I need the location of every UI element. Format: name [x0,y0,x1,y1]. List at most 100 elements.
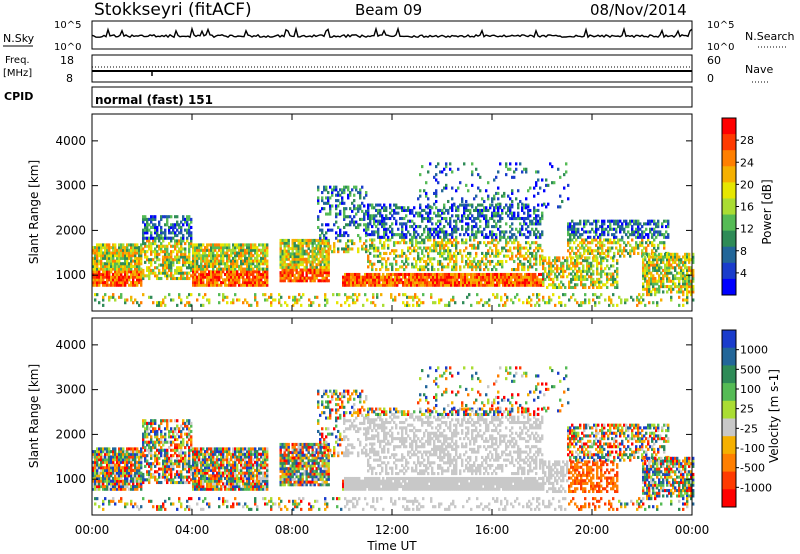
power-cell [128,256,131,260]
power-cell [281,257,284,261]
power-cell [311,241,314,245]
power-cell [325,260,328,264]
power-cell [541,211,544,215]
power-cell [578,269,581,273]
power-cell [660,285,663,289]
power-cell [356,298,359,302]
power-cell [140,267,143,271]
power-cell [439,222,442,226]
power-cell [483,216,486,221]
power-cell [516,293,519,297]
power-cell [126,264,129,268]
velocity-cell [96,487,99,491]
power-cell [522,275,525,279]
power-cell [499,162,502,166]
power-cell [130,295,133,299]
power-cell [301,255,304,259]
power-cell [148,242,151,246]
power-cell [373,246,376,250]
power-cell [449,233,452,237]
power-cell [178,255,181,259]
power-cell [451,203,454,207]
power-cell [431,227,434,231]
power-cell [266,264,269,268]
power-cell [144,252,147,256]
power-cell [305,241,308,245]
power-cell [350,283,353,287]
power-cell [495,206,498,210]
power-cell [335,204,338,208]
power-cell [471,259,474,264]
power-cell [142,268,145,272]
velocity-cell [106,487,109,491]
power-cell [266,254,269,258]
power-cell [319,252,322,256]
power-cell [475,216,478,221]
power-cell [665,219,668,223]
power-cell [350,295,353,299]
power-cell [168,236,171,240]
power-cell [156,274,159,278]
power-cell [403,222,406,226]
power-cell [208,248,211,252]
power-cell [323,263,326,267]
power-cell [537,249,540,253]
power-cell [627,251,630,255]
power-cell [437,268,440,272]
power-cell [617,225,620,229]
power-cell [122,251,125,255]
power-cell [220,259,223,263]
power-cell [680,268,683,272]
power-cell [612,277,615,281]
power-cell [240,262,243,266]
power-cell [497,259,500,264]
power-cell [566,267,569,271]
power-cell [138,248,141,252]
power-cell [599,235,602,239]
power-cell [527,249,530,253]
power-cell [627,225,630,229]
power-cell [530,275,533,279]
power-cell [451,197,454,201]
power-cell [451,208,454,213]
power-cell [230,270,233,274]
velocity-cell [92,487,95,491]
velocity-cell [110,485,113,489]
power-cell [497,251,500,255]
power-cell [692,285,695,289]
power-cell [579,241,582,245]
power-cell [100,272,103,277]
power-cell [623,241,626,245]
power-cell [192,272,195,277]
power-cell [381,243,384,247]
power-cell [232,281,235,285]
power-cell [577,254,580,258]
power-cell [638,293,641,297]
power-cell [136,281,139,285]
power-cell [182,274,185,278]
colorbar-tick-label: 8 [740,245,747,258]
power-cell [478,278,481,282]
power-cell [375,225,378,229]
power-cell [383,203,386,207]
power-cell [410,278,413,282]
power-cell [296,298,299,302]
velocity-cell [92,466,95,470]
power-cell [236,281,239,285]
power-cell [180,252,183,256]
power-cell [519,230,522,234]
power-cell [166,274,169,278]
power-cell [415,259,418,264]
power-cell [481,251,484,255]
power-cell [401,233,404,237]
power-cell [377,203,380,207]
power-cell [299,268,302,272]
power-cell [680,274,683,278]
power-cell [570,259,573,263]
power-cell [475,246,478,250]
power-cell [234,283,237,287]
power-cell [106,272,109,277]
power-cell [594,283,597,287]
cpid-value: normal (fast) 151 [95,93,213,107]
